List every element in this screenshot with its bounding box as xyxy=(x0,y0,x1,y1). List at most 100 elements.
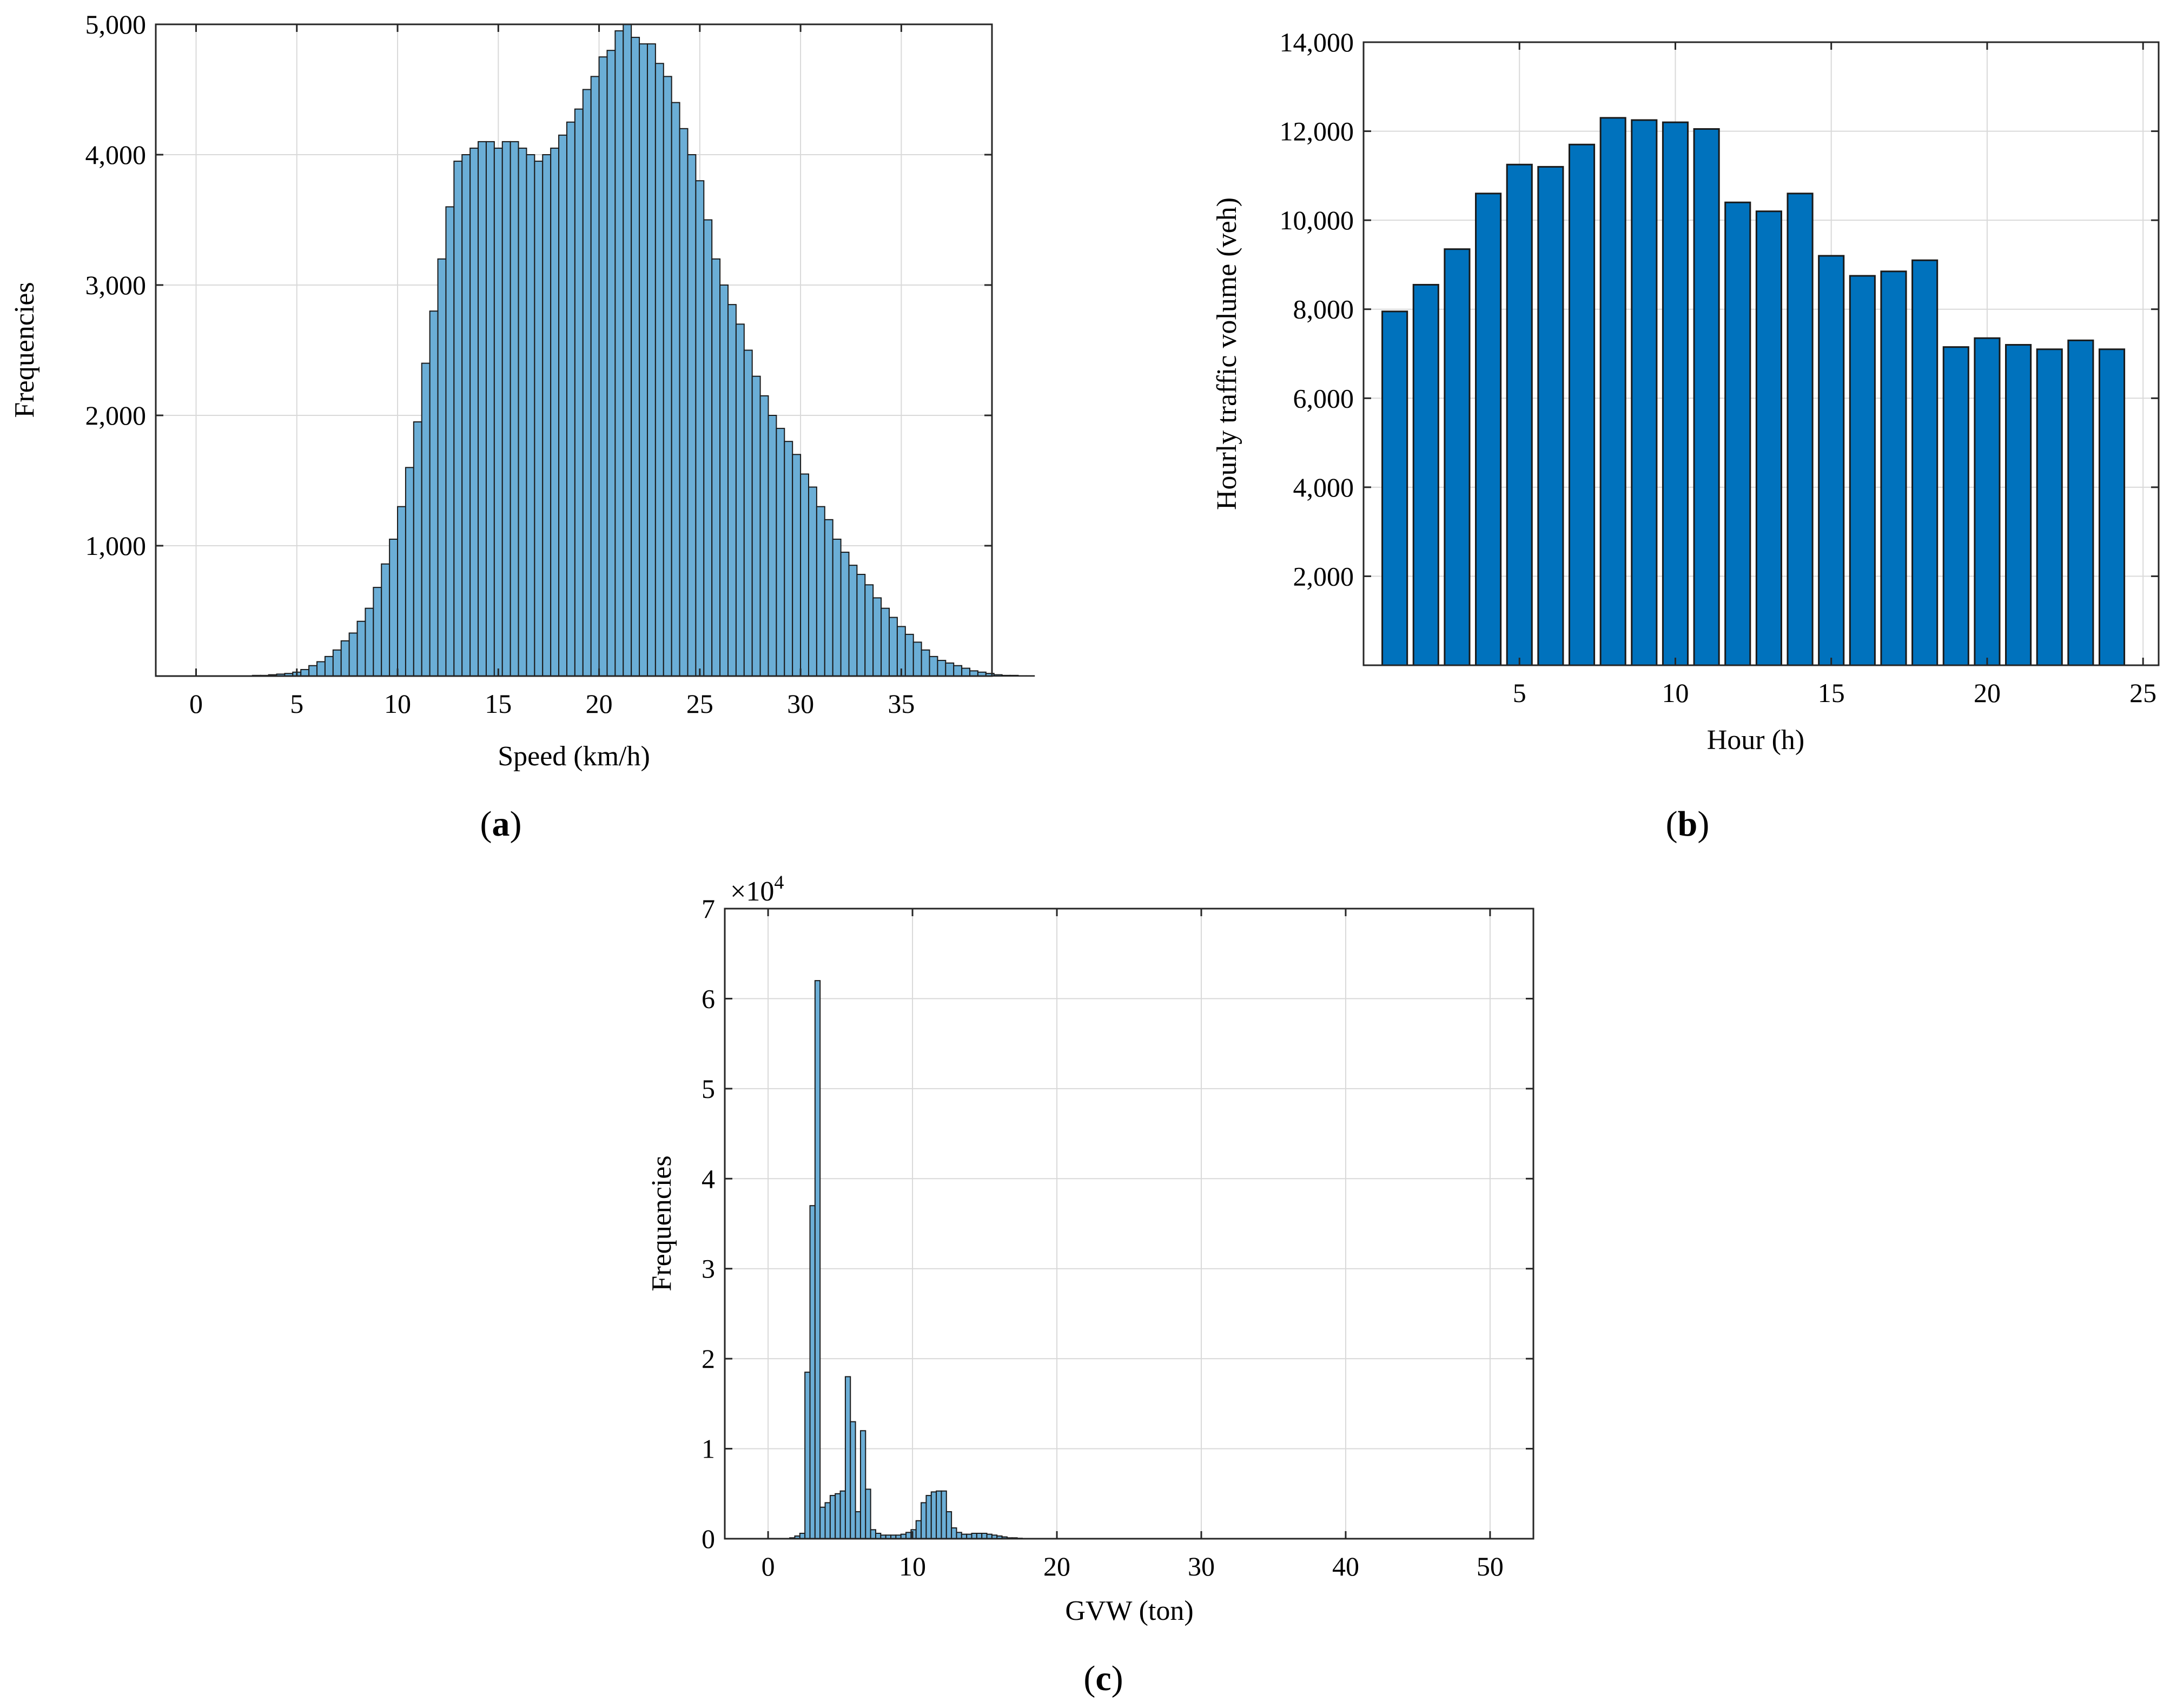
panel-b-ytick-label: 2,000 xyxy=(1293,561,1354,591)
panel-a-bar-46 xyxy=(566,121,575,677)
panel-a-bar-95 xyxy=(961,667,971,677)
panel-a-bar-63 xyxy=(703,219,713,677)
panel-b-xtick-label: 5 xyxy=(1513,678,1526,708)
panel-a-bar-34 xyxy=(469,147,479,677)
panel-c-ylabel: Frequencies xyxy=(646,1155,677,1291)
panel-c-bar-10 xyxy=(839,1490,846,1540)
panel-c-bar-32 xyxy=(951,1527,957,1539)
panel-a-bar-36 xyxy=(485,141,495,677)
panel-a-bar-73 xyxy=(784,441,793,677)
panel-b-bar-hour-19 xyxy=(1942,346,1969,666)
panel-a-xtick-label: 20 xyxy=(586,689,613,719)
panel-b-bar-hour-3 xyxy=(1444,248,1471,666)
panel-c-bar-11 xyxy=(844,1376,851,1539)
panel-b-xtick-label: 20 xyxy=(1974,678,2001,708)
panel-b-bar-hour-20 xyxy=(1974,337,2001,666)
panel-c: 0 10 20 30 40 50 0 1 2 3 4 5 6 7 ×104 GVW (ton) Frequ… xyxy=(646,871,1534,1698)
panel-b-bar-hour-9 xyxy=(1631,119,1658,666)
panel-c-ticks: 0 10 20 30 40 50 0 1 2 3 4 5 6 7 xyxy=(702,893,1533,1581)
panel-a-bar-59 xyxy=(671,102,680,677)
panel-c-xlabel: GVW (ton) xyxy=(1065,1596,1193,1626)
panel-b-bar-hour-10 xyxy=(1662,121,1689,666)
panel-a-ytick-label: 5,000 xyxy=(85,9,147,39)
panel-a-xtick-label: 25 xyxy=(686,689,713,719)
panel-a-bar-26 xyxy=(405,467,414,677)
panel-a-bar-42 xyxy=(534,161,544,677)
panel-b-bar-hour-15 xyxy=(1818,255,1845,666)
panel-c-grid xyxy=(725,909,1533,1539)
panel-a-bar-17 xyxy=(332,649,342,677)
panel-c-bar-26 xyxy=(921,1502,927,1539)
panel-b-bar-hour-5 xyxy=(1506,163,1533,666)
panel-a-bar-40 xyxy=(518,147,527,677)
panel-a-bar-33 xyxy=(461,154,471,677)
panel-a-bar-52 xyxy=(614,30,624,677)
panel-a-bar-32 xyxy=(453,161,463,677)
panel-b-bars xyxy=(1381,117,2126,666)
panel-b-bar-hour-12 xyxy=(1724,201,1751,666)
panel-b-bar-hour-22 xyxy=(2036,348,2063,666)
panel-c-bar-4 xyxy=(809,1205,816,1540)
panel-a-axes-box xyxy=(155,23,993,677)
panel-b-bar-hour-18 xyxy=(1911,259,1939,666)
panel-b-xtick-label: 10 xyxy=(1662,678,1689,708)
panel-a-bar-91 xyxy=(929,656,938,677)
panel-a-bar-47 xyxy=(574,108,584,677)
panel-a-bar-92 xyxy=(937,660,947,677)
panel-a-bar-39 xyxy=(510,141,519,677)
panel-a-bar-71 xyxy=(768,415,777,677)
panel-c-bar-25 xyxy=(915,1520,922,1540)
panel-c-bar-7 xyxy=(824,1502,831,1539)
panel-a-bar-83 xyxy=(864,584,874,677)
panel-a-bar-45 xyxy=(558,134,567,677)
panel-a-bar-16 xyxy=(324,656,334,677)
panel-b-bar-hour-21 xyxy=(2005,344,2032,666)
panel-a-xtick-label: 5 xyxy=(290,689,303,719)
panel-a-bar-38 xyxy=(501,141,511,677)
panel-b-xtick-label: 15 xyxy=(1818,678,1845,708)
panel-a-bar-22 xyxy=(373,587,382,677)
panel-a-bar-15 xyxy=(316,661,326,677)
panel-a-caption: (a) xyxy=(480,804,522,844)
panel-a-bar-23 xyxy=(381,563,391,677)
panel-a-bar-65 xyxy=(719,284,729,677)
panel-c-ytick-label: 6 xyxy=(702,983,715,1014)
panel-c-ytick-label: 4 xyxy=(702,1163,715,1194)
panel-a-bar-18 xyxy=(340,640,350,677)
panel-c-bar-16 xyxy=(870,1529,876,1540)
panel-b-bar-hour-13 xyxy=(1755,210,1782,666)
panel-a-bar-82 xyxy=(856,574,866,677)
panel-c-ytick-label: 1 xyxy=(702,1434,715,1464)
panel-b-ytick-label: 6,000 xyxy=(1293,383,1354,413)
panel-c-xtick-label: 20 xyxy=(1043,1551,1070,1581)
panel-b-xtick-label: 25 xyxy=(2129,678,2156,708)
panel-a-bar-67 xyxy=(735,323,745,677)
panel-a-ylabel: Frequencies xyxy=(9,282,40,418)
panel-a-bar-79 xyxy=(832,538,842,677)
panel-a-bar-70 xyxy=(759,395,769,677)
panel-c-bar-30 xyxy=(941,1490,947,1540)
panel-a-bar-84 xyxy=(872,597,882,677)
panel-b: 5 10 15 20 25 2,000 4,000 6,000 8,000 10,000 12,00… xyxy=(1212,27,2160,844)
panel-a-xtick-label: 35 xyxy=(888,689,915,719)
panel-b-ylabel: Hourly traffic volume (veh) xyxy=(1212,197,1242,510)
panel-a-bar-94 xyxy=(953,665,963,677)
panel-a-bar-76 xyxy=(808,486,817,677)
panel-a-ytick-label: 4,000 xyxy=(85,140,147,170)
panel-a-bar-61 xyxy=(687,154,697,677)
panel-a-bar-48 xyxy=(582,89,592,677)
panel-a-xlabel: Speed (km/h) xyxy=(498,741,650,772)
panel-b-bar-hour-2 xyxy=(1412,283,1439,666)
panel-c-bar-14 xyxy=(859,1430,866,1539)
panel-b-bar-hour-7 xyxy=(1568,143,1596,666)
panel-c-bar-28 xyxy=(930,1491,937,1539)
panel-b-xlabel: Hour (h) xyxy=(1707,725,1805,756)
panel-b-ytick-label: 10,000 xyxy=(1280,205,1354,235)
panel-a-bar-81 xyxy=(848,565,858,677)
panel-b-bar-hour-16 xyxy=(1849,275,1876,666)
panel-a-bar-35 xyxy=(478,141,487,677)
panel-c-ytick-label: 7 xyxy=(702,893,715,924)
panel-a-bar-74 xyxy=(792,454,802,677)
panel-c-bar-13 xyxy=(855,1511,861,1540)
panel-a-ytick-label: 1,000 xyxy=(85,531,147,561)
